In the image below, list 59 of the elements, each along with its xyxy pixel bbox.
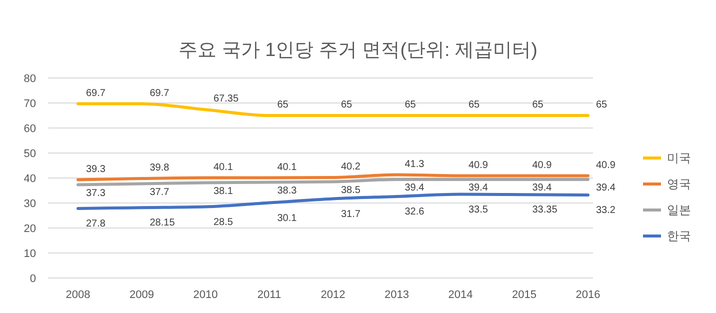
data-label: 31.7 <box>341 208 361 220</box>
data-label: 30.1 <box>277 212 298 224</box>
data-label: 39.4 <box>404 182 425 194</box>
data-label: 67.35 <box>214 94 239 105</box>
data-label: 33.2 <box>596 205 616 216</box>
data-label: 40.2 <box>341 162 361 172</box>
data-label: 32.6 <box>404 206 425 218</box>
data-label: 65 <box>532 100 544 110</box>
data-label: 65 <box>277 100 289 110</box>
data-label: 69.7 <box>150 88 170 99</box>
legend-label: 영국 <box>667 177 691 191</box>
y-tick-label: 70 <box>24 98 36 110</box>
x-tick-label: 2016 <box>576 289 600 301</box>
data-label: 65 <box>468 100 480 110</box>
data-label: 40.9 <box>532 160 552 171</box>
x-tick-label: 2015 <box>512 289 536 301</box>
data-label: 28.5 <box>214 216 234 228</box>
x-tick-label: 2013 <box>384 289 409 301</box>
data-label: 65 <box>341 100 353 110</box>
data-label: 40.9 <box>596 160 616 171</box>
x-tick-label: 2014 <box>448 289 473 301</box>
legend-label: 일본 <box>667 203 691 217</box>
data-label: 41.3 <box>404 158 425 170</box>
data-label: 69.7 <box>86 88 106 99</box>
x-tick-label: 2008 <box>66 289 90 301</box>
data-label: 39.3 <box>86 164 106 175</box>
data-label: 39.8 <box>150 162 170 174</box>
data-label: 27.8 <box>86 218 106 230</box>
y-tick-label: 30 <box>24 198 36 210</box>
y-tick-label: 80 <box>24 73 36 85</box>
x-tick-label: 2009 <box>130 289 154 301</box>
data-label: 33.35 <box>532 204 558 216</box>
data-label: 37.7 <box>150 186 170 198</box>
data-label: 38.5 <box>341 184 361 196</box>
y-tick-label: 20 <box>24 223 36 235</box>
x-tick-label: 2010 <box>193 289 218 301</box>
y-tick-label: 0 <box>30 273 36 285</box>
data-label: 37.3 <box>86 188 106 199</box>
data-label: 40.1 <box>277 162 298 173</box>
y-tick-label: 50 <box>24 148 36 160</box>
data-label: 39.4 <box>596 182 616 194</box>
data-label: 65 <box>404 100 416 110</box>
data-label: 38.1 <box>214 186 234 197</box>
data-label: 39.4 <box>468 182 488 194</box>
data-label: 38.3 <box>277 185 298 196</box>
y-tick-label: 40 <box>24 173 36 185</box>
y-tick-label: 10 <box>24 248 36 260</box>
legend-label: 미국 <box>667 151 691 165</box>
data-label: 28.15 <box>150 218 176 229</box>
legend-label: 한국 <box>667 229 691 243</box>
data-label: 33.5 <box>468 204 488 216</box>
data-label: 40.1 <box>214 162 234 173</box>
x-tick-label: 2012 <box>320 289 346 301</box>
chart-title: 주요 국가 1인당 주거 면적(단위: 제곱미터) <box>178 40 538 61</box>
data-label: 40.9 <box>468 160 488 171</box>
data-label: 65 <box>596 100 608 110</box>
y-tick-label: 60 <box>24 123 36 135</box>
x-tick-label: 2011 <box>257 289 282 301</box>
data-label: 39.4 <box>532 182 552 194</box>
